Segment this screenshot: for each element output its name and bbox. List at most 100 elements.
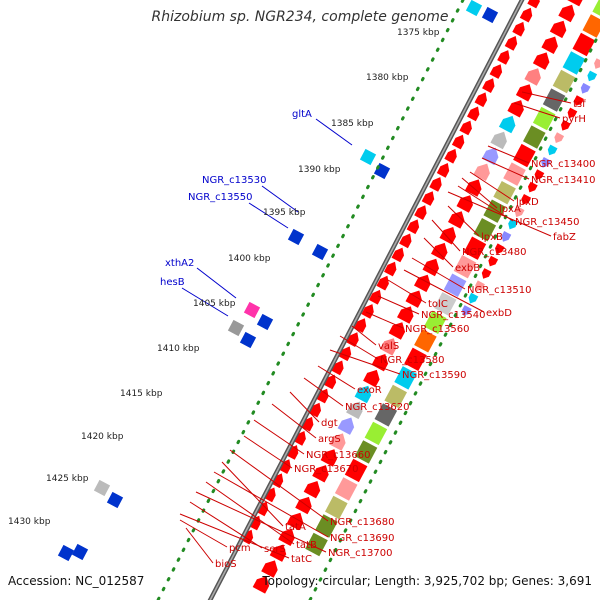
gene-feature <box>422 258 439 277</box>
gene-feature <box>414 329 437 353</box>
gene-feature <box>523 125 546 149</box>
gene-feature <box>325 495 348 520</box>
gene-feature <box>572 32 596 57</box>
scale-tick-label: 1425 kbp <box>46 474 89 484</box>
reverse-gene-leader-line <box>185 527 214 564</box>
gene-feature <box>532 106 556 131</box>
scale-tick-label: 1385 kbp <box>331 119 374 129</box>
forward-gene-label: NGR_c13550 <box>188 192 253 203</box>
scale-tick-label: 1415 kbp <box>120 389 163 399</box>
reverse-gene-label: valS <box>378 341 399 352</box>
gene-feature <box>489 64 503 79</box>
gene-feature <box>373 162 391 180</box>
reverse-gene-label: tolC <box>428 299 448 310</box>
gene-feature <box>547 144 558 156</box>
forward-gene-leader-line <box>261 185 299 213</box>
gene-feature <box>316 388 329 404</box>
gene-feature <box>278 459 291 474</box>
reverse-gene-label: NGR_c13410 <box>531 175 596 186</box>
gene-feature <box>498 115 516 134</box>
reverse-gene-leader-line <box>487 145 530 164</box>
gene-feature <box>424 310 447 334</box>
gene-feature <box>334 477 358 501</box>
reverse-gene-label: NGR_c13660 <box>306 450 371 461</box>
gene-feature <box>384 261 397 277</box>
gene-feature <box>561 119 571 131</box>
gene-feature <box>106 491 124 509</box>
reverse-gene-leader-line <box>213 471 329 538</box>
gene-feature <box>541 36 558 54</box>
gene-feature <box>433 292 457 316</box>
gene-feature <box>354 385 372 404</box>
reverse-gene-leader-line <box>179 513 290 559</box>
gene-feature <box>542 88 566 112</box>
gene-feature <box>512 21 525 37</box>
gene-feature <box>451 134 465 150</box>
genome-backbone-highlight <box>209 0 523 600</box>
reverse-gene-label: NGR_c13580 <box>380 355 445 366</box>
gene-feature <box>481 6 499 24</box>
scale-tick-label: 1405 kbp <box>193 299 236 309</box>
gene-feature <box>371 354 389 372</box>
gene-feature <box>459 120 472 136</box>
gene-feature <box>558 4 575 23</box>
reverse-gene-label: NGR_c13540 <box>421 310 486 321</box>
genome-summary-text: Topology: circular; Length: 3,925,702 bp… <box>262 574 592 588</box>
gene-feature <box>414 205 427 220</box>
gene-feature <box>456 195 473 213</box>
forward-gene-leader-line <box>248 202 289 229</box>
reverse-gene-label: tatC <box>291 554 312 565</box>
gene-feature <box>567 107 578 119</box>
gene-feature <box>57 544 75 562</box>
reverse-gene-leader-line <box>189 501 263 549</box>
gene-feature <box>481 147 499 166</box>
gene-feature <box>323 374 337 390</box>
gene-feature <box>315 514 338 538</box>
gene-feature <box>507 100 524 118</box>
reverse-gene-label: tatB <box>296 540 317 551</box>
gene-feature <box>320 449 338 467</box>
gene-feature <box>444 148 457 164</box>
reverse-gene-label: NGR_c13700 <box>328 548 393 559</box>
reverse-gene-label: NGR_c13590 <box>402 370 467 381</box>
reverse-gene-label: tatA <box>285 522 306 533</box>
gene-feature <box>391 247 404 263</box>
gene-feature <box>361 304 374 319</box>
gene-feature <box>514 206 525 218</box>
reverse-gene-label: dgt <box>321 418 338 429</box>
gene-feature <box>71 543 89 561</box>
reverse-gene-label: NGR_c13680 <box>330 517 395 528</box>
forward-gene-leader-line <box>181 287 229 317</box>
gene-feature <box>346 401 363 420</box>
reverse-gene-leader-line <box>339 335 379 360</box>
gene-feature <box>519 7 533 23</box>
gene-feature <box>394 366 417 390</box>
reverse-gene-leader-line <box>205 481 295 545</box>
gene-feature <box>346 332 359 347</box>
gene-feature <box>475 280 485 292</box>
gene-feature <box>261 560 278 578</box>
gene-feature <box>574 95 584 106</box>
reverse-gene-leader-line <box>329 349 401 375</box>
reverse-gene-leader-line <box>447 191 552 237</box>
gene-feature <box>243 301 261 319</box>
gene-feature <box>93 479 111 497</box>
reverse-gene-leader-line <box>303 377 344 407</box>
forward-gene-leader-line <box>315 118 353 146</box>
gene-feature <box>527 0 540 9</box>
forward-gene-label: gltA <box>292 109 312 120</box>
gene-feature <box>354 440 378 464</box>
reverse-gene-leader-line <box>387 279 427 304</box>
gene-feature <box>508 218 518 230</box>
reverse-gene-leader-line <box>351 325 377 346</box>
reverse-gene-leader-line <box>271 403 317 439</box>
gene-feature <box>481 268 492 279</box>
gene-feature <box>311 243 329 261</box>
gene-feature <box>364 421 388 446</box>
reverse-gene-label: tsf <box>573 99 586 110</box>
reverse-gene-leader-line <box>403 269 485 313</box>
gene-feature <box>465 0 483 17</box>
gene-feature <box>270 473 284 489</box>
gene-feature <box>497 50 510 65</box>
gene-feature <box>592 0 600 16</box>
